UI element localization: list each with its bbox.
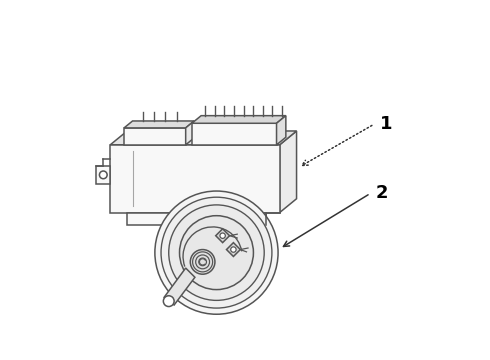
Circle shape — [231, 247, 236, 252]
Polygon shape — [186, 121, 194, 145]
Circle shape — [220, 233, 225, 238]
Ellipse shape — [179, 216, 253, 289]
Circle shape — [190, 249, 215, 274]
Ellipse shape — [169, 205, 264, 300]
Polygon shape — [192, 116, 286, 123]
Polygon shape — [216, 229, 229, 243]
Polygon shape — [110, 131, 296, 145]
Polygon shape — [280, 131, 296, 213]
Polygon shape — [124, 121, 194, 128]
Bar — [124, 128, 186, 145]
Bar — [127, 213, 266, 225]
Circle shape — [163, 296, 174, 307]
Polygon shape — [276, 116, 286, 145]
Circle shape — [99, 171, 107, 179]
Ellipse shape — [161, 197, 272, 308]
Polygon shape — [164, 268, 195, 305]
Bar — [192, 123, 276, 145]
Bar — [110, 145, 280, 213]
Bar — [97, 166, 110, 184]
Polygon shape — [226, 243, 240, 256]
Text: 2: 2 — [376, 184, 389, 202]
Ellipse shape — [155, 191, 278, 314]
Text: 1: 1 — [380, 115, 392, 133]
